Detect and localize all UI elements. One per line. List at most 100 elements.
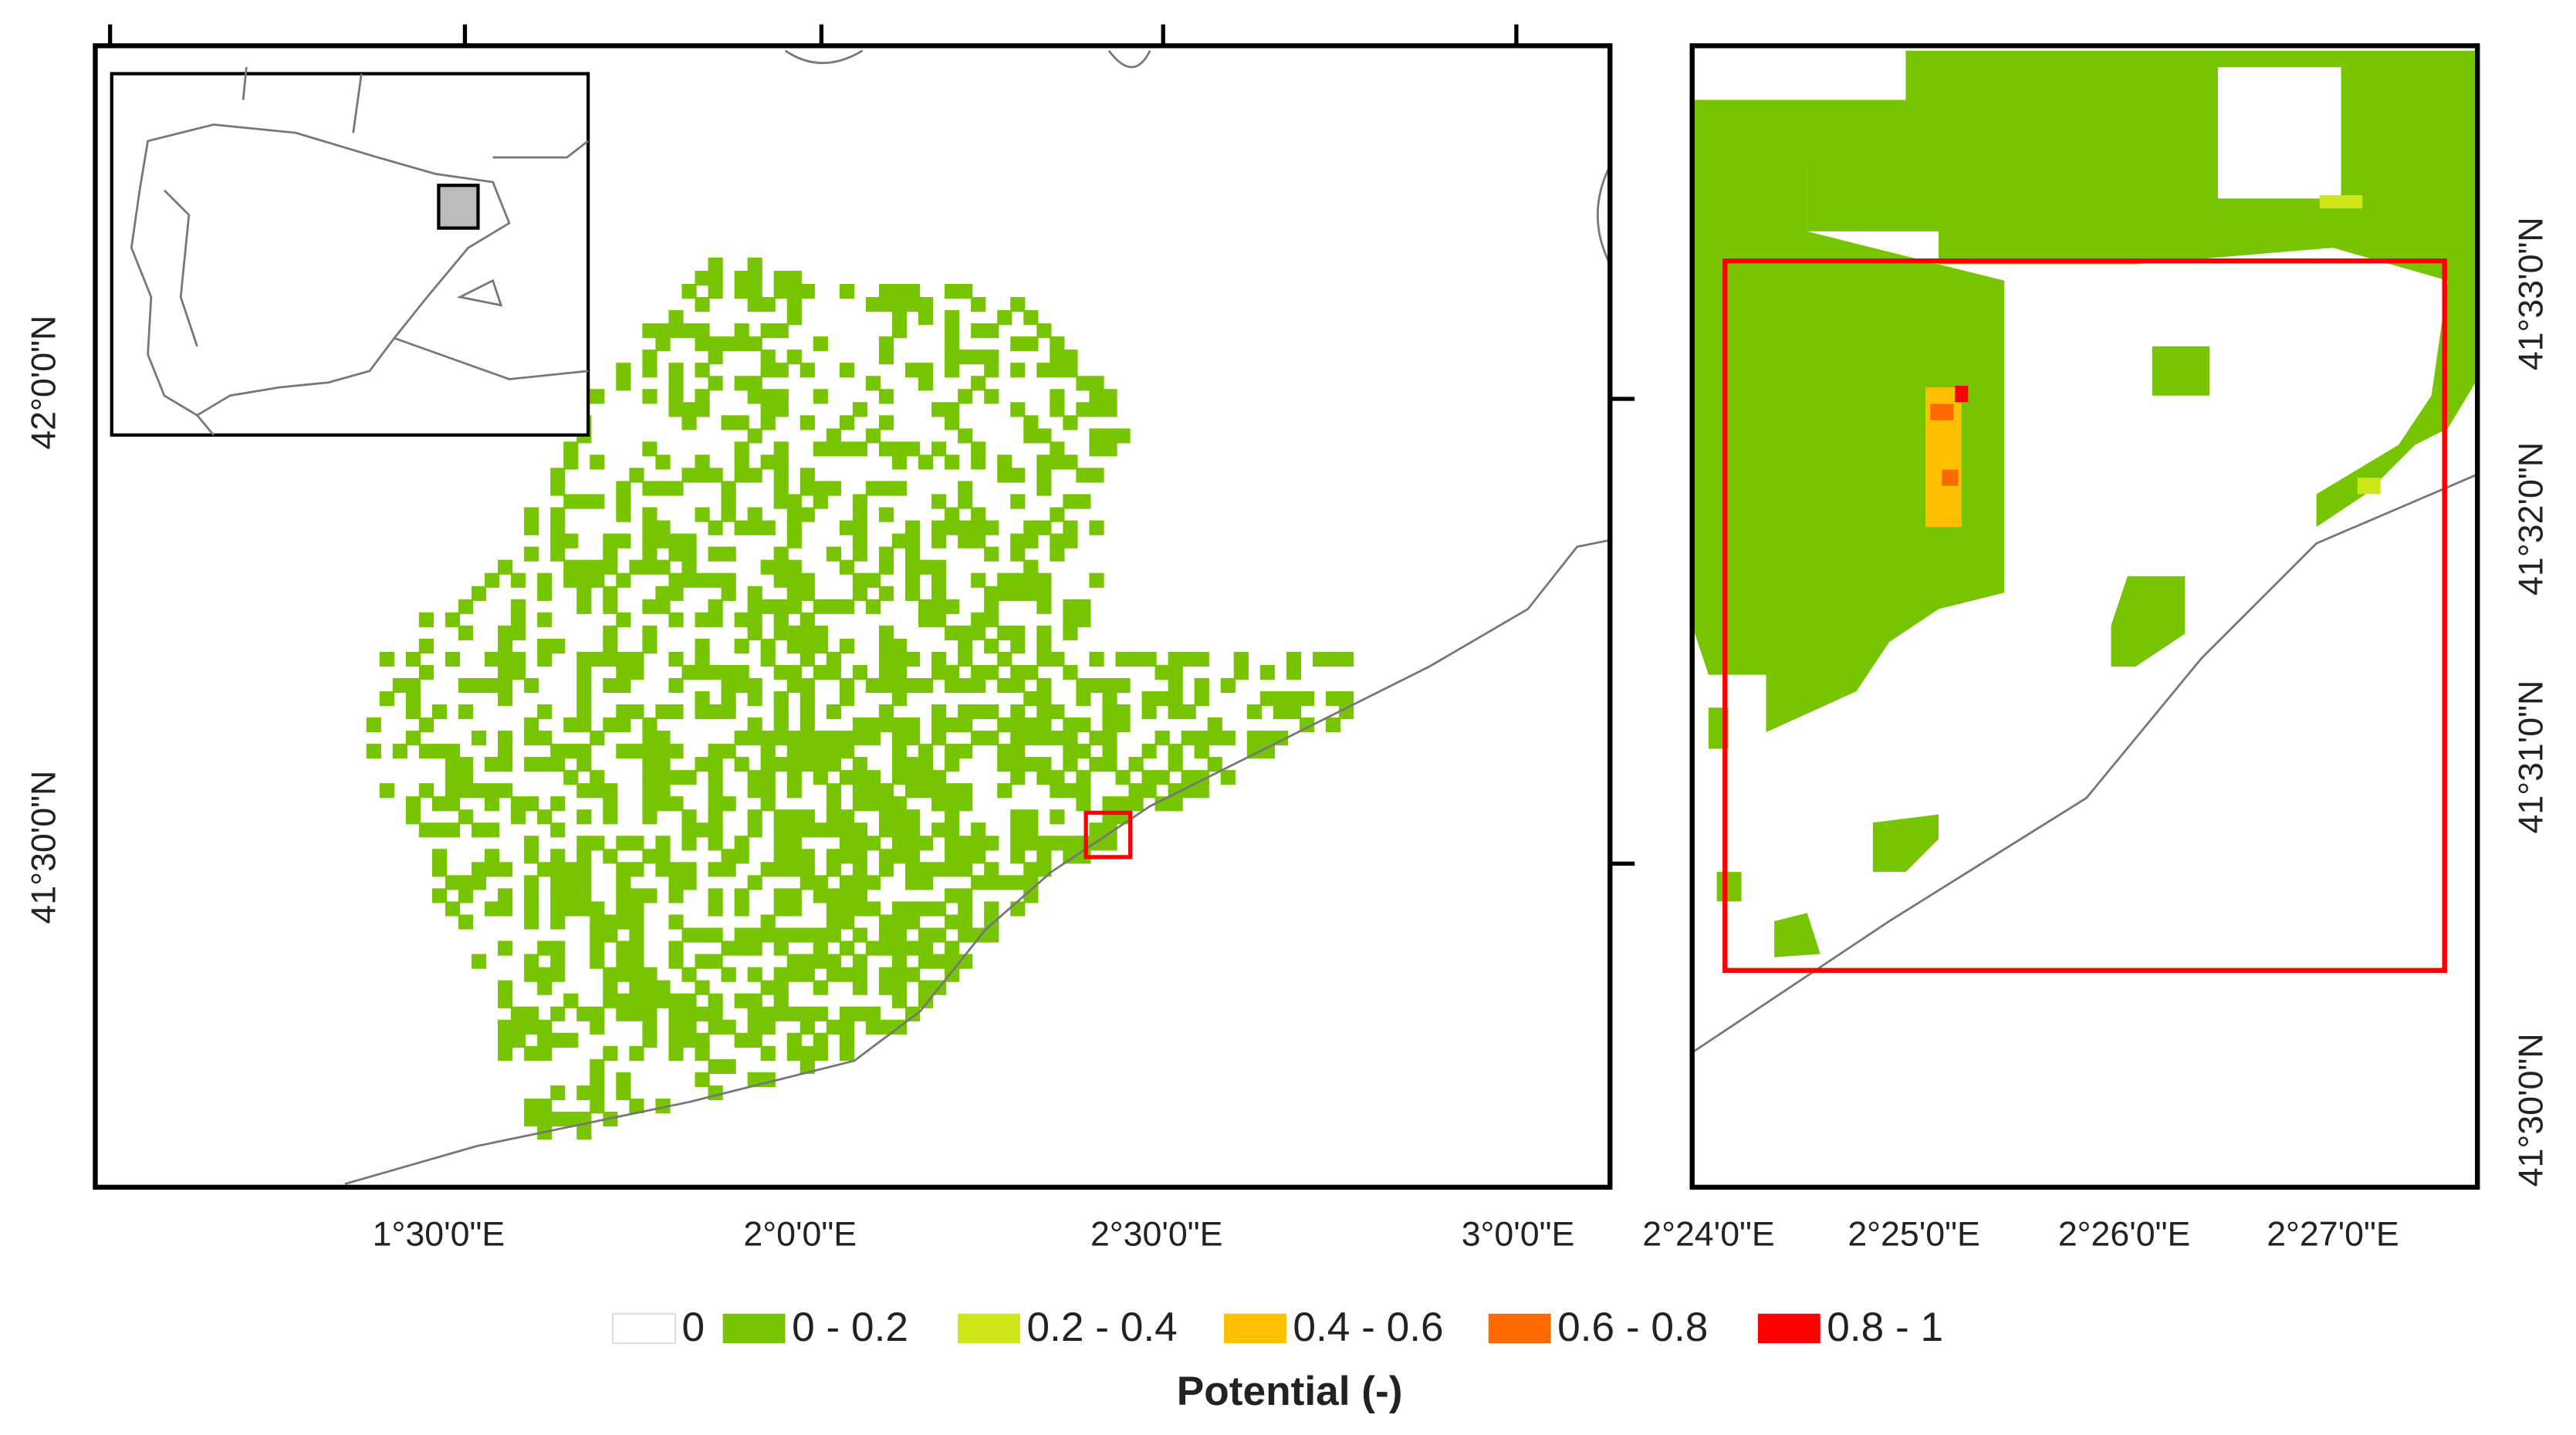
raster-cell: [760, 927, 776, 943]
raster-cell: [458, 770, 474, 785]
raster-cell: [997, 783, 1012, 799]
raster-cell: [945, 744, 960, 759]
raster-cell: [904, 559, 921, 575]
raster-cell: [1036, 363, 1052, 378]
raster-cell: [550, 954, 566, 969]
raster-cell: [498, 664, 513, 680]
raster-cell: [826, 757, 841, 772]
raster-cell: [931, 901, 947, 917]
raster-cell: [629, 954, 644, 969]
raster-cell: [1168, 651, 1183, 667]
raster-cell: [891, 323, 908, 339]
raster-cell: [1063, 454, 1078, 470]
raster-cell: [1233, 651, 1249, 667]
inset-map: [110, 66, 590, 437]
raster-cell: [616, 1085, 631, 1101]
raster-cell: [760, 415, 776, 430]
raster-cell: [629, 862, 644, 877]
raster-cell: [773, 1006, 789, 1021]
raster-cell: [590, 454, 605, 470]
raster-cell: [524, 520, 539, 535]
raster-cell: [708, 599, 723, 614]
raster-cell: [458, 875, 474, 890]
raster-cell: [695, 1006, 710, 1021]
raster-cell: [1168, 664, 1183, 680]
raster-cell: [865, 376, 881, 391]
raster-cell: [891, 822, 908, 838]
raster-cell: [813, 888, 828, 903]
raster-cell: [550, 967, 566, 982]
raster-cell: [1050, 783, 1065, 799]
raster-cell: [681, 546, 697, 562]
raster-cell: [1259, 744, 1275, 759]
raster-cell: [721, 415, 736, 430]
raster-cell: [708, 704, 723, 720]
raster-cell: [839, 677, 854, 694]
raster-cell: [786, 494, 802, 509]
raster-cell: [1063, 718, 1078, 733]
raster-cell: [498, 1019, 513, 1035]
raster-cell: [747, 1072, 762, 1087]
raster-cell: [891, 836, 908, 851]
raster-cell: [839, 836, 854, 851]
raster-cell: [1036, 704, 1052, 720]
raster-cell: [984, 664, 999, 680]
raster-cell: [878, 336, 894, 352]
raster-cell: [590, 1098, 605, 1114]
raster-cell: [603, 809, 618, 825]
raster-cell: [747, 770, 762, 785]
raster-cell: [878, 822, 894, 838]
raster-cell: [839, 888, 854, 903]
raster-cell: [904, 757, 921, 772]
raster-cell: [734, 441, 749, 457]
raster-cell: [708, 822, 723, 838]
raster-cell: [786, 283, 802, 299]
raster-cell: [1207, 731, 1222, 746]
raster-cell: [813, 664, 828, 680]
raster-cell: [958, 625, 973, 640]
raster-cell: [984, 363, 999, 378]
raster-cell: [1194, 731, 1209, 746]
raster-cell: [865, 428, 881, 444]
raster-cell: [904, 822, 921, 838]
raster-cell: [918, 875, 934, 890]
raster-cell: [721, 690, 736, 707]
raster-cell: [721, 1019, 736, 1035]
raster-cell: [800, 612, 815, 627]
raster-cell: [668, 586, 684, 601]
raster-cell: [760, 914, 776, 930]
raster-cell: [563, 559, 579, 575]
raster-cell: [800, 731, 815, 746]
raster-cell: [485, 822, 500, 838]
raster-cell: [1168, 757, 1183, 772]
raster-cell: [1010, 546, 1026, 562]
raster-cell: [681, 875, 697, 890]
raster-cell: [721, 572, 736, 588]
raster-cell: [1154, 796, 1170, 812]
raster-cell: [852, 862, 868, 877]
raster-cell: [747, 677, 762, 694]
raster-cell: [695, 757, 710, 772]
raster-cell: [734, 270, 749, 286]
raster-cell: [1312, 651, 1328, 667]
raster-cell: [773, 836, 789, 851]
raster-cell: [576, 809, 592, 825]
raster-cell: [1115, 796, 1131, 812]
raster-cell: [1194, 744, 1209, 759]
raster-cell: [1023, 310, 1039, 326]
raster-cell: [511, 572, 526, 588]
raster-cell: [839, 770, 854, 785]
raster-cell: [865, 297, 881, 312]
raster-cell: [852, 546, 868, 562]
raster-cell: [590, 1019, 605, 1035]
raster-cell: [379, 651, 394, 667]
raster-cell: [524, 1111, 539, 1127]
raster-cell: [471, 875, 487, 890]
raster-cell: [734, 940, 749, 956]
raster-cell: [629, 664, 644, 680]
raster-cell: [642, 980, 658, 995]
raster-cell: [904, 441, 921, 457]
raster-cell: [1102, 822, 1117, 838]
raster-cell: [734, 757, 749, 772]
raster-cell: [655, 783, 671, 799]
